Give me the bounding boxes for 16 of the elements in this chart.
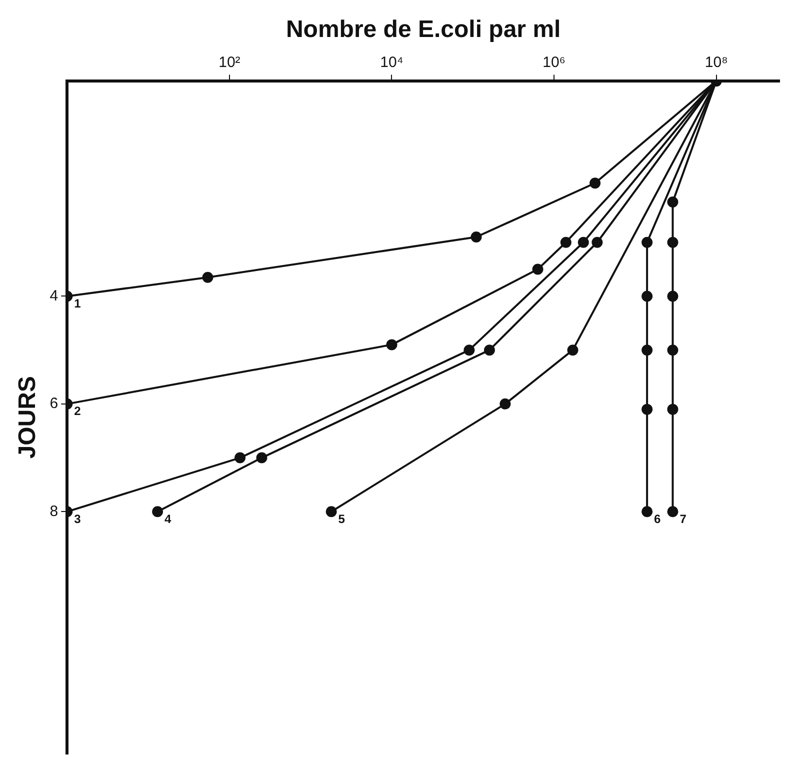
series-label: 1 <box>74 296 82 311</box>
x-tick-label: 10⁸ <box>704 54 728 71</box>
y-tick-label: 8 <box>50 502 58 520</box>
x-tick-label: 10² <box>218 54 240 71</box>
y-axis-title: JOURS <box>14 376 42 459</box>
x-tick-label: 10⁶ <box>542 54 566 71</box>
series-label: 3 <box>74 512 82 526</box>
y-tick-label: 6 <box>50 395 58 412</box>
series-label: 5 <box>338 512 346 526</box>
series-label: 7 <box>680 512 687 526</box>
x-tick-label: 10⁴ <box>380 54 404 71</box>
y-tick-label: 4 <box>50 287 58 304</box>
series-label: 2 <box>74 404 82 418</box>
series-label: 6 <box>654 512 662 526</box>
x-axis-title: Nombre de E.coli par ml <box>286 16 561 44</box>
series-label: 4 <box>164 512 172 526</box>
